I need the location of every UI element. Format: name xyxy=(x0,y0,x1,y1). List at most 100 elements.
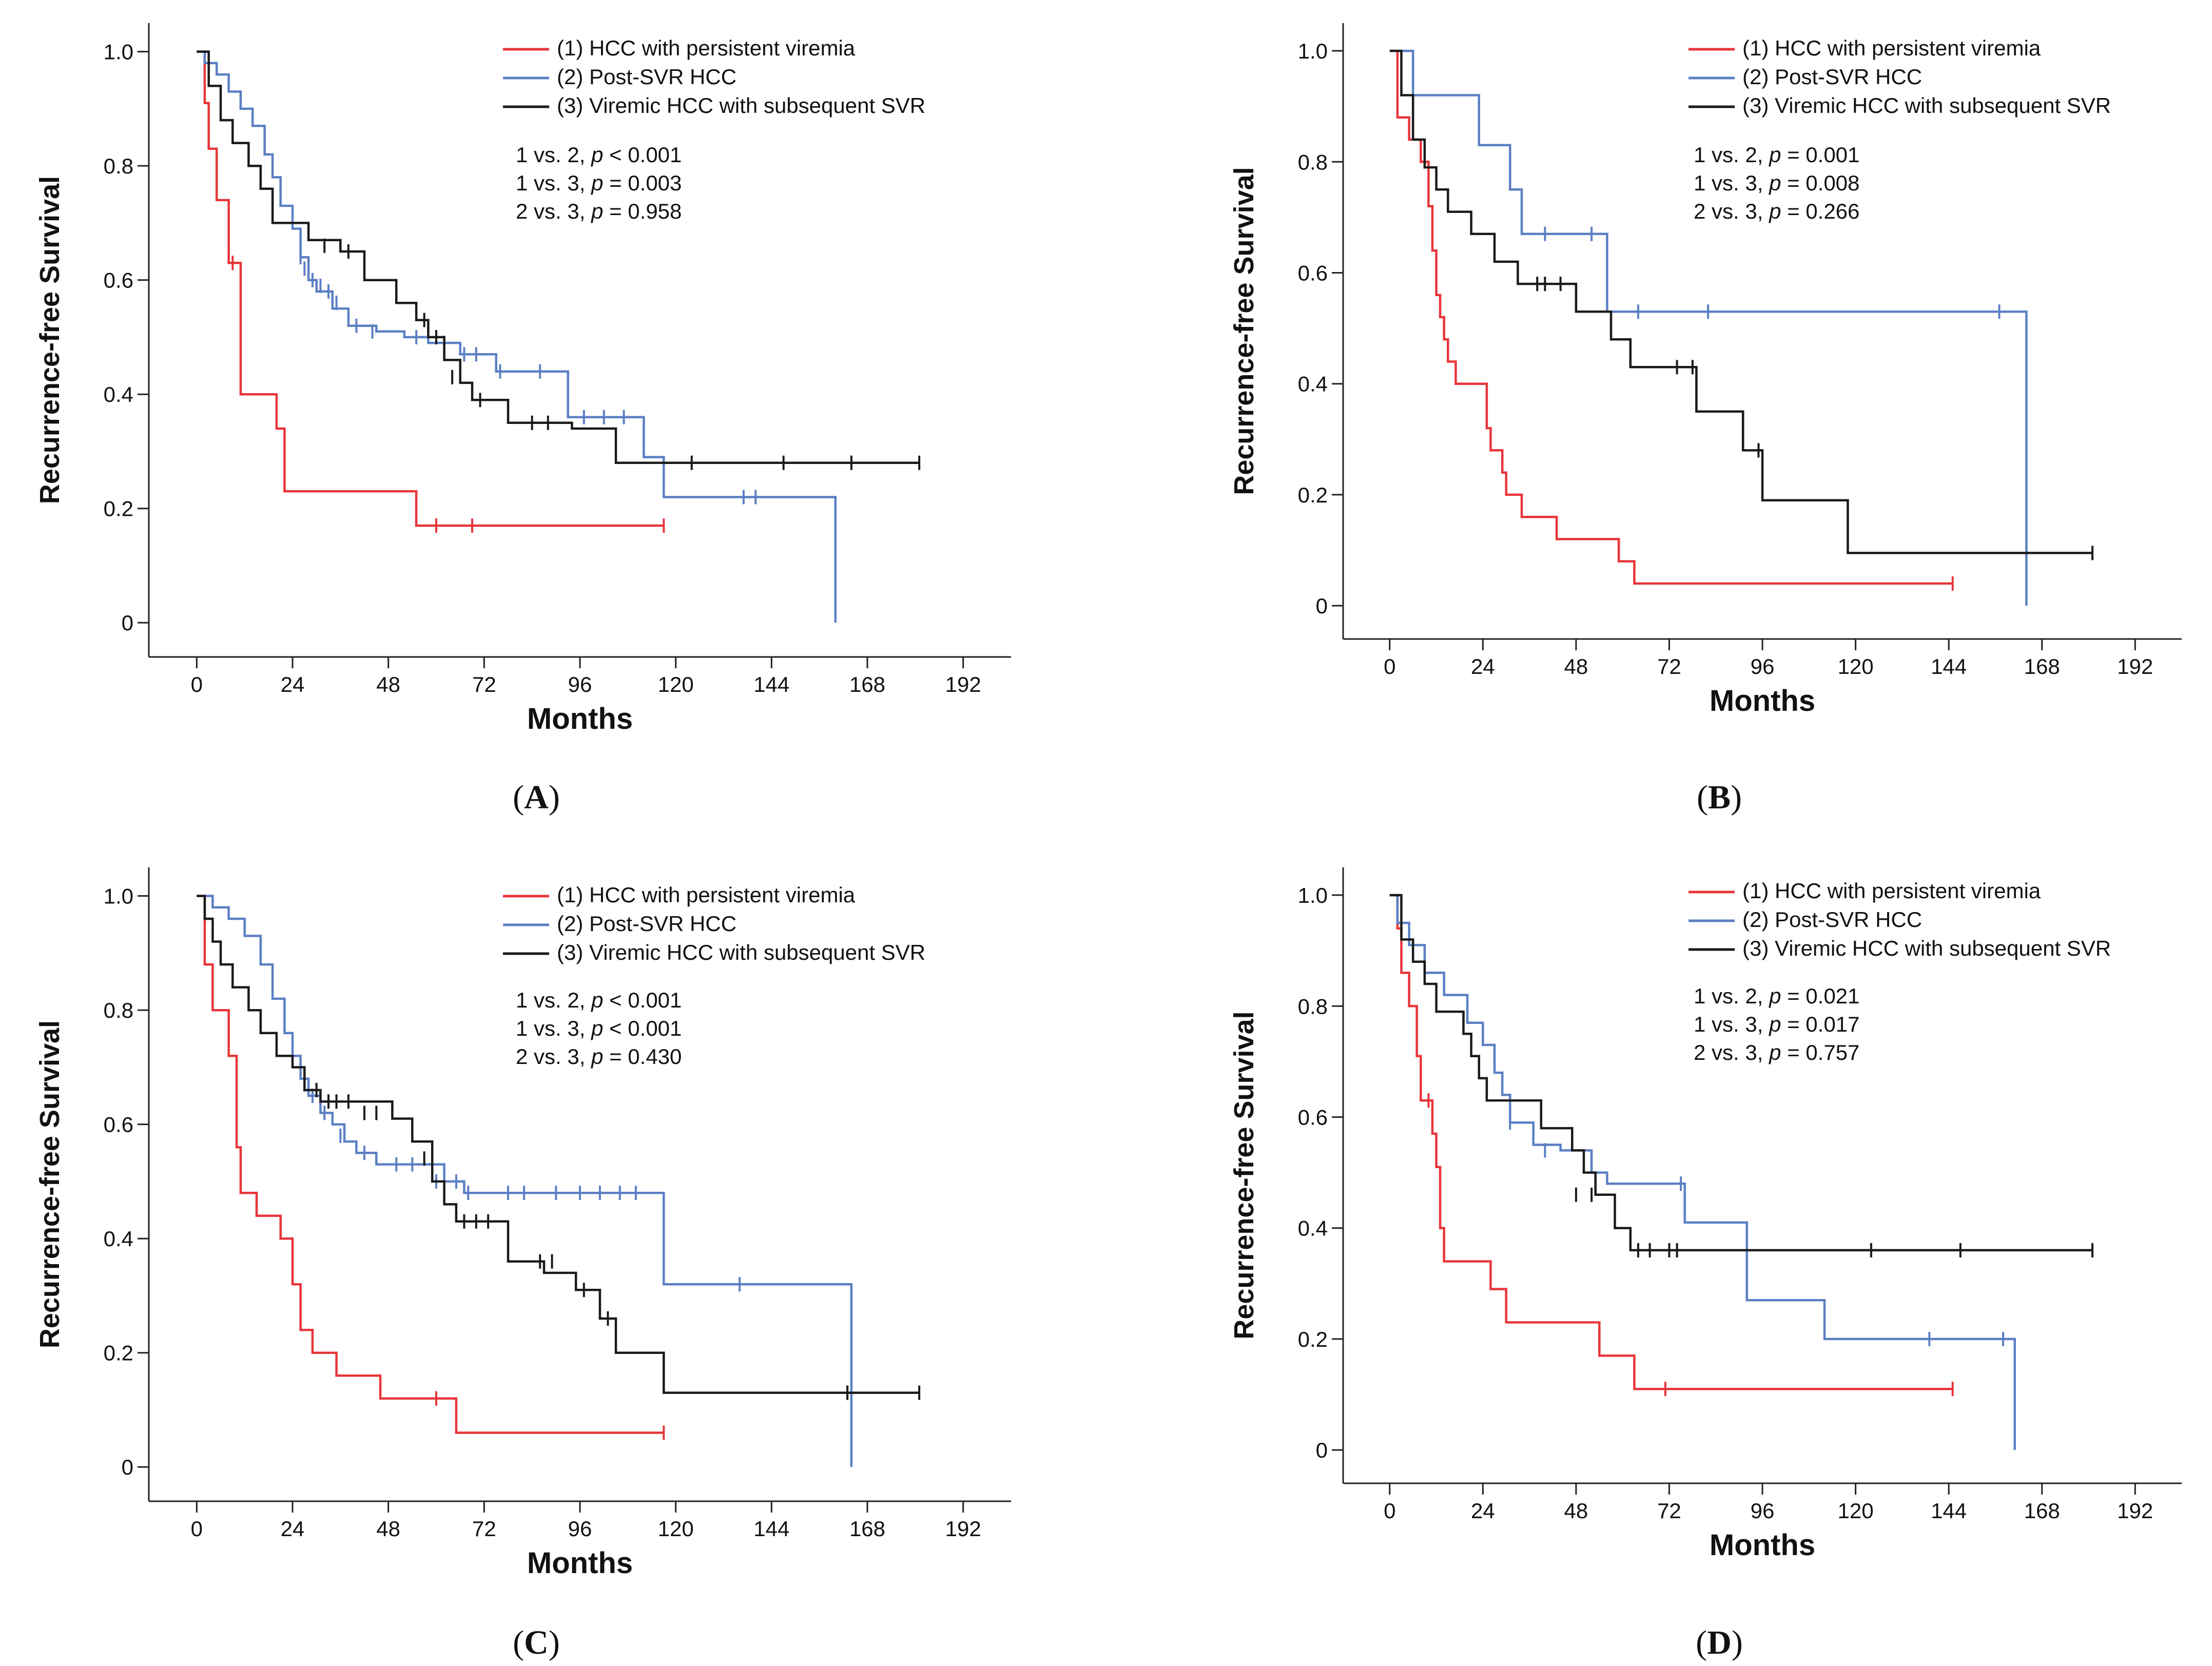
km-curve-series-2 xyxy=(197,50,837,623)
y-tick-label: 0 xyxy=(1316,1438,1328,1462)
x-tick-label: 120 xyxy=(1838,1499,1874,1523)
legend-label-series-1: (1) HCC with persistent viremia xyxy=(557,883,856,907)
legend-label-series-2: (2) Post-SVR HCC xyxy=(557,912,736,936)
caption-paren: ) xyxy=(549,779,560,816)
x-axis-title: Months xyxy=(527,1546,633,1580)
p-value-line: 1 vs. 2, p = 0.001 xyxy=(1694,143,1859,167)
p-value-pair: 1 vs. 3, xyxy=(1694,1012,1769,1036)
x-tick-label: 0 xyxy=(1384,1499,1395,1523)
km-curve-series-1 xyxy=(1389,49,1953,585)
chart-panel-b: 0 0.2 0.4 0.6 0.8 1.0 0 24 48 72 96 120 144 168 192 Mon… xyxy=(1229,23,2182,816)
p-symbol: p xyxy=(590,988,603,1012)
p-value-line: 2 vs. 3, p = 0.757 xyxy=(1694,1040,1859,1064)
p-symbol: p xyxy=(1768,143,1781,167)
p-value: = 0.001 xyxy=(1781,143,1859,167)
km-curve-series-2 xyxy=(1389,894,2016,1450)
p-value-pair: 2 vs. 3, xyxy=(516,1044,591,1069)
x-tick-label: 72 xyxy=(1657,654,1681,679)
x-tick-label: 120 xyxy=(658,1517,694,1541)
x-axis-title: Months xyxy=(1710,1528,1815,1562)
x-tick-label: 192 xyxy=(945,1517,981,1541)
x-tick-label: 0 xyxy=(1384,654,1395,679)
y-tick-label: 0 xyxy=(122,611,133,635)
x-tick-label: 120 xyxy=(1838,654,1874,679)
x-tick-label: 72 xyxy=(472,672,496,696)
x-axis-title: Months xyxy=(527,702,633,735)
caption-paren: ( xyxy=(513,1624,524,1661)
chart-panel-c: 0 0.2 0.4 0.6 0.8 1.0 0 24 48 72 96 120 144 168 192 Mon… xyxy=(34,867,1011,1661)
x-tick-label: 72 xyxy=(1657,1499,1681,1523)
y-tick-label: 1.0 xyxy=(1298,39,1328,63)
p-symbol: p xyxy=(590,171,603,195)
x-tick-label: 24 xyxy=(1471,1499,1495,1523)
x-tick-label: 0 xyxy=(191,672,203,696)
p-value-line: 2 vs. 3, p = 0.958 xyxy=(516,199,682,223)
y-tick-label: 0.6 xyxy=(104,1113,133,1137)
legend-label-series-1: (1) HCC with persistent viremia xyxy=(1742,36,2041,60)
legend-label-series-1: (1) HCC with persistent viremia xyxy=(557,36,856,60)
p-value-line: 1 vs. 2, p < 0.001 xyxy=(516,988,682,1012)
panel-caption: (D) xyxy=(1696,1624,1743,1661)
p-value-pair: 2 vs. 3, xyxy=(1694,199,1769,223)
p-value-line: 2 vs. 3, p = 0.430 xyxy=(516,1044,682,1069)
p-value-pair: 1 vs. 3, xyxy=(516,1016,591,1040)
x-axis-title: Months xyxy=(1710,684,1815,718)
p-value-line: 1 vs. 2, p = 0.021 xyxy=(1694,984,1859,1008)
y-tick-label: 0.8 xyxy=(104,998,133,1022)
km-curve-series-1 xyxy=(197,895,664,1434)
panel-caption: (C) xyxy=(513,1624,560,1661)
y-tick-label: 0.4 xyxy=(1298,372,1328,396)
p-value: = 0.008 xyxy=(1781,171,1859,195)
x-tick-label: 120 xyxy=(658,672,694,696)
p-symbol: p xyxy=(1768,199,1781,223)
p-value-line: 1 vs. 2, p < 0.001 xyxy=(516,143,682,167)
legend-label-series-2: (2) Post-SVR HCC xyxy=(1742,907,1922,932)
y-tick-label: 0.8 xyxy=(1298,150,1328,174)
panel-caption: (B) xyxy=(1697,779,1742,816)
y-tick-label: 1.0 xyxy=(104,884,133,908)
p-value-pair: 1 vs. 3, xyxy=(516,171,591,195)
x-tick-label: 48 xyxy=(1564,1499,1588,1523)
x-tick-label: 168 xyxy=(2024,1499,2060,1523)
caption-paren: ) xyxy=(1731,779,1742,816)
y-tick-label: 0.2 xyxy=(1298,1327,1328,1351)
p-value-line: 1 vs. 3, p = 0.008 xyxy=(1694,171,1859,195)
legend-label-series-1: (1) HCC with persistent viremia xyxy=(1742,879,2041,903)
p-value-line: 2 vs. 3, p = 0.266 xyxy=(1694,199,1859,223)
x-tick-label: 168 xyxy=(849,1517,885,1541)
p-symbol: p xyxy=(1768,1040,1781,1064)
y-tick-label: 0.6 xyxy=(1298,261,1328,285)
km-curve-series-3 xyxy=(197,895,920,1394)
x-tick-label: 168 xyxy=(2024,654,2060,679)
x-tick-label: 72 xyxy=(472,1517,496,1541)
x-tick-label: 24 xyxy=(281,672,305,696)
caption-paren: ) xyxy=(1732,1624,1743,1661)
p-value-pair: 2 vs. 3, xyxy=(516,199,591,223)
p-value-pair: 1 vs. 2, xyxy=(1694,143,1769,167)
caption-paren: ) xyxy=(549,1624,560,1661)
y-tick-label: 0.4 xyxy=(104,1227,133,1251)
x-tick-label: 192 xyxy=(2117,654,2153,679)
caption-paren: ( xyxy=(1696,1624,1707,1661)
km-curve-series-3 xyxy=(1389,894,2092,1252)
x-tick-label: 48 xyxy=(1564,654,1588,679)
chart-panel-a: 0 0.2 0.4 0.6 0.8 1.0 0 24 48 72 96 120 144 168 192 Mon… xyxy=(34,23,1011,816)
y-tick-label: 0.2 xyxy=(1298,483,1328,507)
y-tick-label: 0 xyxy=(1316,594,1328,618)
y-tick-label: 0.6 xyxy=(104,268,133,293)
p-value: = 0.021 xyxy=(1781,984,1859,1008)
panel-caption: (A) xyxy=(513,779,560,816)
x-tick-label: 48 xyxy=(376,1517,400,1541)
p-value-line: 1 vs. 3, p < 0.001 xyxy=(516,1016,682,1040)
x-tick-label: 48 xyxy=(376,672,400,696)
caption-paren: ( xyxy=(513,779,524,816)
km-curve-series-2 xyxy=(1389,49,2028,606)
x-tick-label: 24 xyxy=(1471,654,1495,679)
x-tick-label: 144 xyxy=(1931,654,1967,679)
p-value-line: 1 vs. 3, p = 0.017 xyxy=(1694,1012,1859,1036)
p-symbol: p xyxy=(1768,1012,1781,1036)
x-tick-label: 24 xyxy=(281,1517,305,1541)
p-value: = 0.003 xyxy=(603,171,682,195)
legend-label-series-2: (2) Post-SVR HCC xyxy=(1742,65,1922,89)
